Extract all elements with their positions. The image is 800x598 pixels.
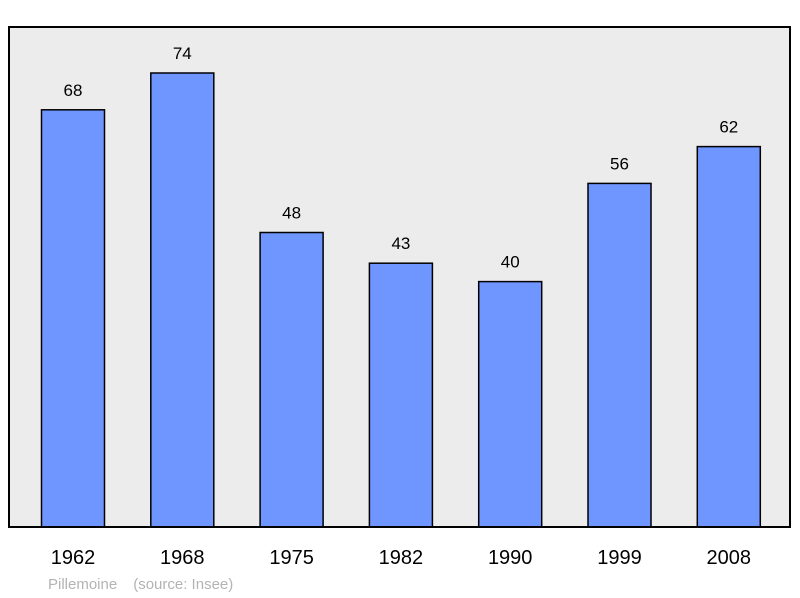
bar-1968 [150, 72, 215, 528]
chart-footer: Pillemoine (source: Insee) [48, 576, 233, 593]
data-label-1962: 68 [64, 81, 83, 100]
data-label-1975: 48 [282, 204, 301, 223]
bar-1999 [587, 182, 652, 528]
bar-1982 [368, 262, 434, 528]
bar-1990 [477, 280, 543, 528]
data-label-1968: 74 [173, 44, 192, 63]
x-tick-label-1990: 1990 [488, 547, 533, 569]
source-note: (source: Insee) [133, 576, 234, 593]
x-tick-label-1975: 1975 [269, 547, 314, 569]
x-tick-label-1999: 1999 [597, 547, 642, 569]
bar-1962 [40, 109, 106, 528]
place-name: Pillemoine [48, 576, 118, 593]
bar-2008 [696, 145, 762, 528]
x-tick-label-1968: 1968 [160, 547, 205, 569]
data-label-2008: 62 [719, 118, 738, 137]
bar-1975 [259, 231, 324, 528]
plot-frame [8, 26, 791, 528]
x-tick-label-1982: 1982 [379, 547, 424, 569]
x-tick-label-1962: 1962 [51, 547, 96, 569]
x-tick-label-2008: 2008 [707, 547, 752, 569]
data-label-1990: 40 [501, 253, 520, 272]
data-label-1999: 56 [610, 154, 629, 173]
data-label-1982: 43 [391, 234, 410, 253]
